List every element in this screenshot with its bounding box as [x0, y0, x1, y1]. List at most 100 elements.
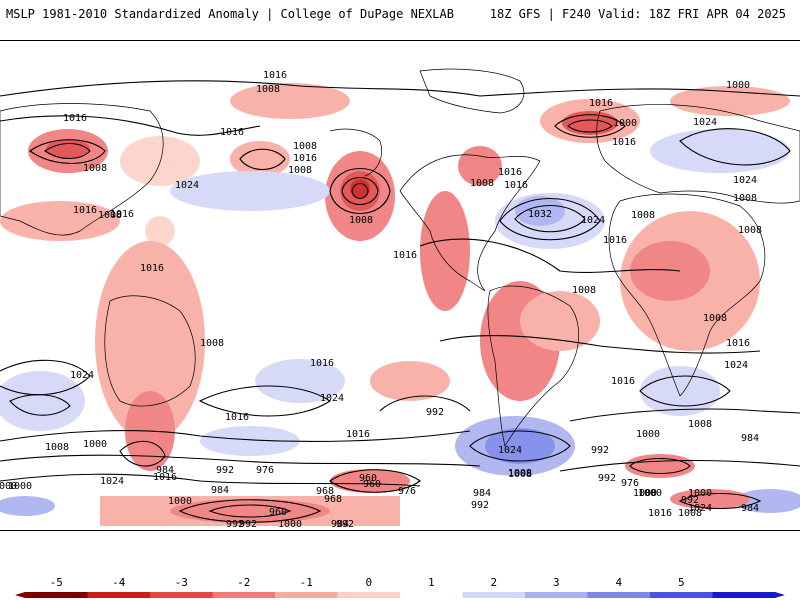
colorbar-tick-label: 5 [677, 576, 685, 589]
header: MSLP 1981-2010 Standardized Anomaly | Co… [0, 0, 800, 30]
contour-label: 1008 [688, 419, 712, 430]
colorbar-segment [650, 592, 713, 598]
contour-label: 1016 [498, 167, 522, 178]
contour-label: 984 [473, 488, 491, 499]
contour-label: 1016 [393, 250, 417, 261]
contour-label: 1032 [528, 209, 552, 220]
colorbar-segment [712, 592, 776, 598]
contour-label: 976 [621, 478, 639, 489]
contour-label: 992 [216, 465, 234, 476]
colorbar-tick-label: -4 [112, 576, 126, 589]
contour-label: 984 [741, 433, 759, 444]
colorbar-segment [87, 592, 151, 598]
colorbar-tick-label: -5 [49, 576, 63, 589]
contour-label: 1016 [589, 98, 613, 109]
contour-label: 984 [741, 503, 759, 514]
contour-label: 1008 [703, 313, 727, 324]
colorbar-segment [587, 592, 651, 598]
contour-label: 1016 [726, 338, 750, 349]
contour-label: 1016 [648, 508, 672, 519]
contour-label: 1000 [633, 488, 657, 499]
contour-label: 1008 [678, 508, 702, 519]
colorbar-left-arrow [15, 592, 25, 598]
contour-label: 984 [156, 465, 174, 476]
contour-label: 1000 [726, 80, 750, 91]
contour-label: 1008 [738, 225, 762, 236]
contour-label: 1016 [504, 180, 528, 191]
contour-label: 1016 [110, 209, 134, 220]
colorbar-tick-label: 2 [490, 576, 498, 589]
colorbar-segment [25, 592, 88, 598]
contour-label: 1000 [638, 488, 662, 499]
contour-label: 1016 [612, 137, 636, 148]
contour-label: 1024 [175, 180, 199, 191]
colorbar-tick-label: 4 [615, 576, 623, 589]
contour-label: 1008 [508, 469, 532, 480]
contour-label: 960 [363, 479, 381, 490]
contour-label: 1024 [688, 503, 712, 514]
colorbar-segment [212, 592, 276, 598]
contour-label: 1008 [288, 165, 312, 176]
pressure-anomaly-map: 1016100810161016100810161000101610001016… [0, 68, 800, 530]
contour-label: 1024 [581, 215, 605, 226]
colorbar-segment [337, 592, 401, 598]
contour-label: 1000 [278, 519, 302, 530]
anomaly-fills [0, 83, 800, 526]
contour-label: 1016 [63, 113, 87, 124]
map-panel: 1016 1008 1016 1016 1008 1016 1000 1016 1000 1016… [0, 40, 800, 531]
contour-label: 968 [316, 486, 334, 497]
contour-label: 1000 [168, 496, 192, 507]
colorbar-segment [462, 592, 526, 598]
contour-label: 1024 [498, 445, 522, 456]
colorbar-gradient [15, 592, 785, 598]
contour-label: 960 [359, 473, 377, 484]
contour-label: 1000 [636, 429, 660, 440]
coastlines [0, 68, 800, 447]
colorbar-tick-label: -3 [174, 576, 188, 589]
colorbar-segment [525, 592, 588, 598]
colorbar-right-arrow [775, 592, 785, 598]
colorbar-tick-label: -2 [237, 576, 251, 589]
colorbar-segment [400, 592, 463, 598]
contour-label: 992 [591, 445, 609, 456]
anomaly-colorbar: -5 -4 -3 -2 -1 0 1 2 3 4 5 [15, 576, 785, 600]
contour-label: 1008 [200, 338, 224, 349]
contour-label: 1024 [100, 476, 124, 487]
contour-label: 1016 [346, 429, 370, 440]
contour-label: 1000 [688, 488, 712, 499]
contour-label: 1000 [83, 439, 107, 450]
contour-label: 1016 [225, 412, 249, 423]
contour-label: 1024 [733, 175, 757, 186]
contour-label: 1008 [293, 141, 317, 152]
colorbar-segment [150, 592, 213, 598]
colorbar-tick-label: 0 [365, 576, 373, 589]
contour-label: 1024 [70, 370, 94, 381]
contour-label: 1008 [83, 163, 107, 174]
contour-label: 984 [211, 485, 229, 496]
colorbar-segment [275, 592, 338, 598]
contour-label: 1024 [693, 117, 717, 128]
contour-label: 1016 [140, 263, 164, 274]
contour-label: 1016 [611, 376, 635, 387]
contour-label: 1008 [470, 178, 494, 189]
contour-label: 992 [226, 519, 244, 530]
colorbar-tick-label: -1 [299, 576, 313, 589]
model-valid-time: 18Z GFS | F240 Valid: 18Z FRI APR 04 202… [489, 7, 786, 21]
contour-label: 1016 [153, 472, 177, 483]
contour-label: 1008 [98, 210, 122, 221]
contour-label: 1008 [572, 285, 596, 296]
contour-label: 1000 [0, 481, 17, 492]
contour-labels: 1016100810161016100810161000101610001016… [0, 70, 762, 530]
contour-label: 992 [336, 519, 354, 530]
contour-label: 992 [239, 519, 257, 530]
contour-label: 1008 [45, 442, 69, 453]
contour-label: 992 [598, 473, 616, 484]
contour-label: 1024 [320, 393, 344, 404]
contour-label: 1000 [8, 481, 32, 492]
contour-label: 976 [256, 465, 274, 476]
contour-label: 984 [331, 519, 349, 530]
contour-label: 1008 [349, 215, 373, 226]
contour-label: 992 [471, 500, 489, 511]
contour-label: 1016 [263, 70, 287, 81]
contour-label: 992 [681, 495, 699, 506]
